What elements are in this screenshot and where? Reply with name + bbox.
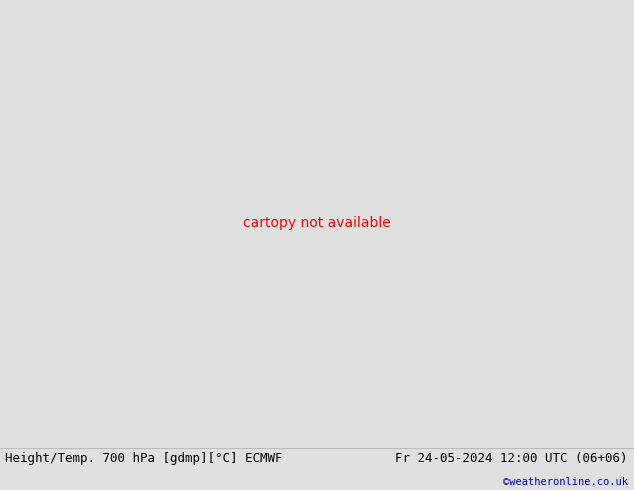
Text: Height/Temp. 700 hPa [gdmp][°C] ECMWF: Height/Temp. 700 hPa [gdmp][°C] ECMWF <box>5 452 283 466</box>
Text: ©weatheronline.co.uk: ©weatheronline.co.uk <box>503 477 628 487</box>
Text: cartopy not available: cartopy not available <box>243 217 391 230</box>
Text: Fr 24-05-2024 12:00 UTC (06+06): Fr 24-05-2024 12:00 UTC (06+06) <box>395 452 628 466</box>
